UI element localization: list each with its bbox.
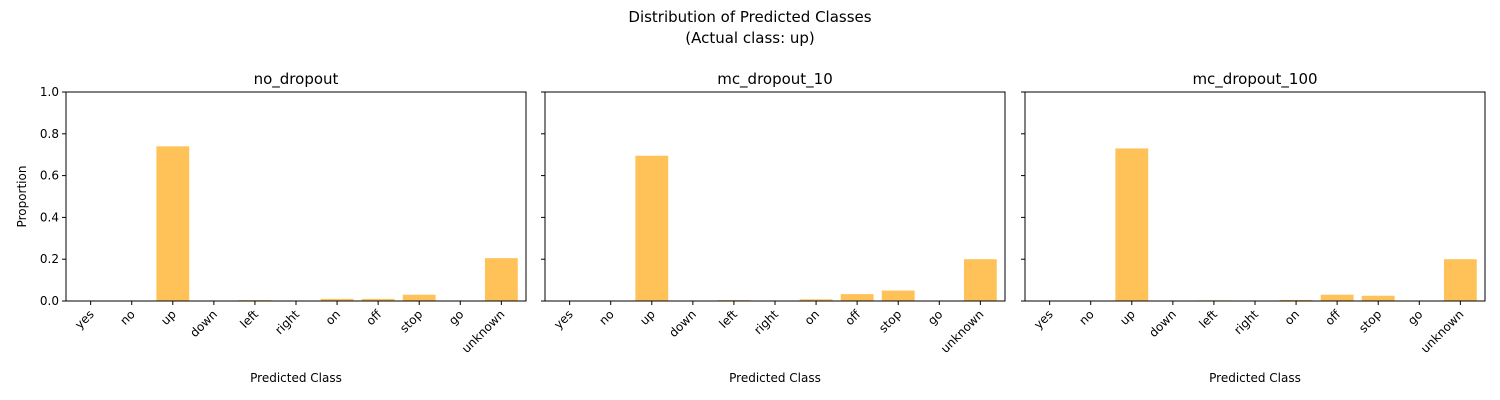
x-tick-label: unknown xyxy=(938,307,986,355)
bar-unknown xyxy=(963,259,997,301)
x-tick-label: no xyxy=(117,307,137,327)
figure-subtitle: (Actual class: up) xyxy=(685,29,815,47)
plot-frame xyxy=(544,91,1006,302)
y-axis-label: Proportion xyxy=(15,166,29,228)
x-tick-label: no xyxy=(596,307,616,327)
panel-title: mc_dropout_100 xyxy=(1192,70,1317,89)
bar-off xyxy=(361,298,395,301)
bar-up xyxy=(1115,148,1149,301)
x-tick-label: yes xyxy=(1031,307,1056,332)
bar-up xyxy=(156,146,190,301)
y-tick-label: 0.6 xyxy=(40,169,59,183)
plot-frame xyxy=(65,91,527,302)
x-tick-label: up xyxy=(1117,307,1138,328)
x-tick-label: unknown xyxy=(459,307,507,355)
x-tick-label: unknown xyxy=(1418,307,1466,355)
x-tick-label: yes xyxy=(551,307,576,332)
figure-title: Distribution of Predicted Classes xyxy=(628,8,871,26)
y-tick-label: 0.2 xyxy=(40,252,59,266)
x-axis-label: Predicted Class xyxy=(250,371,342,385)
x-tick-label: up xyxy=(637,307,658,328)
x-tick-label: go xyxy=(1405,307,1425,327)
x-axis-label: Predicted Class xyxy=(1209,371,1301,385)
bar-on xyxy=(799,299,833,301)
bar-off xyxy=(840,294,874,301)
x-tick-label: stop xyxy=(397,307,425,335)
x-tick-label: right xyxy=(751,307,781,337)
x-tick-label: down xyxy=(1146,307,1179,340)
bar-on xyxy=(320,298,354,301)
x-tick-label: up xyxy=(158,307,179,328)
x-tick-label: right xyxy=(272,307,302,337)
x-tick-label: off xyxy=(1322,307,1343,328)
bar-unknown xyxy=(1443,259,1477,301)
x-tick-label: down xyxy=(187,307,220,340)
x-tick-label: on xyxy=(1282,307,1302,327)
bar-up xyxy=(635,155,669,301)
x-tick-label: down xyxy=(666,307,699,340)
x-tick-label: off xyxy=(363,307,384,328)
x-tick-label: stop xyxy=(1356,307,1384,335)
y-tick-label: 0.0 xyxy=(40,294,59,308)
bar-off xyxy=(1320,294,1354,301)
y-tick-label: 1.0 xyxy=(40,85,59,99)
bar-stop xyxy=(402,294,436,301)
x-tick-label: left xyxy=(716,307,740,331)
x-tick-label: left xyxy=(237,307,261,331)
x-tick-label: on xyxy=(323,307,343,327)
bar-stop xyxy=(1361,295,1395,301)
panel-title: no_dropout xyxy=(254,70,339,89)
panel-title: mc_dropout_10 xyxy=(717,70,833,89)
bar-on xyxy=(1279,299,1313,301)
x-tick-label: on xyxy=(802,307,822,327)
bar-stop xyxy=(881,290,915,301)
plot-frame xyxy=(1024,91,1486,302)
x-axis-label: Predicted Class xyxy=(729,371,821,385)
x-tick-label: yes xyxy=(72,307,97,332)
bar-unknown xyxy=(484,258,518,301)
x-tick-label: off xyxy=(842,307,863,328)
y-tick-label: 0.4 xyxy=(40,210,59,224)
panel-0: no_dropout 0.0 0.2 0.4 0.6 0.8 1.0 yes no up down l… xyxy=(15,70,527,385)
x-tick-label: stop xyxy=(876,307,904,335)
x-tick-label: left xyxy=(1196,307,1220,331)
x-tick-label: no xyxy=(1076,307,1096,327)
y-tick-label: 0.8 xyxy=(40,127,59,141)
x-tick-label: go xyxy=(925,307,945,327)
x-tick-label: right xyxy=(1231,307,1261,337)
x-tick-label: go xyxy=(446,307,466,327)
